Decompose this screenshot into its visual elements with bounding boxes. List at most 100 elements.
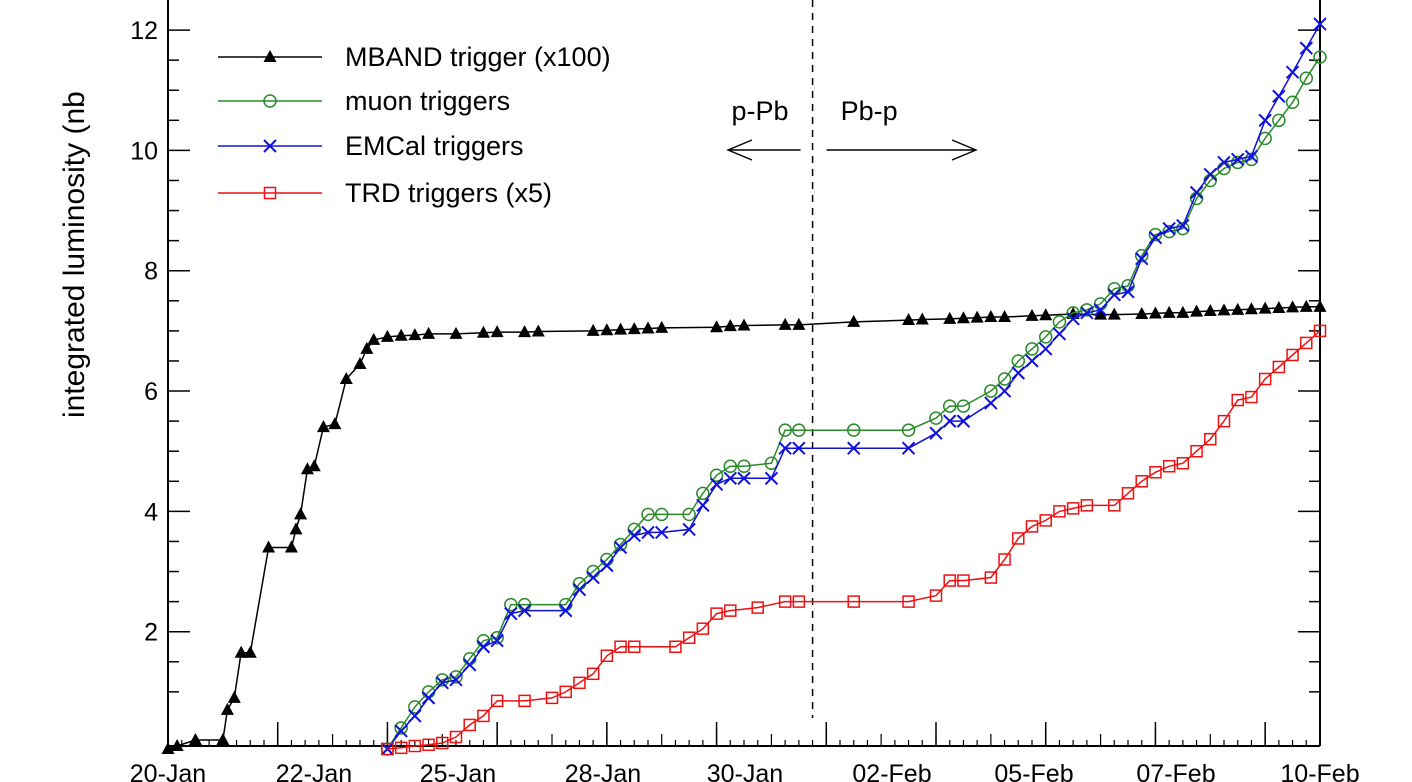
- data-point: [984, 384, 998, 398]
- data-point: [723, 319, 737, 332]
- series-line: [167, 306, 1320, 750]
- data-point: [339, 372, 353, 385]
- legend-entry: MBAND trigger (x100): [218, 42, 611, 72]
- data-point: [1080, 499, 1094, 512]
- data-point: [586, 570, 600, 585]
- x-tick-label: 28-Jan: [565, 760, 641, 782]
- data-point: [737, 318, 751, 331]
- data-point: [1286, 348, 1299, 362]
- data-point: [627, 322, 641, 335]
- data-point: [1203, 167, 1217, 182]
- legend-marker: [263, 139, 277, 153]
- data-point: [1094, 307, 1108, 320]
- data-point: [545, 691, 559, 705]
- legend-label: muon triggers: [345, 86, 510, 116]
- data-point: [737, 471, 751, 485]
- data-point: [1149, 466, 1162, 479]
- data-point: [792, 595, 806, 608]
- y-tick-label: 8: [144, 258, 158, 286]
- data-point: [1230, 155, 1245, 170]
- data-point: [764, 456, 779, 470]
- data-point: [1313, 17, 1327, 31]
- data-point: [792, 423, 806, 437]
- data-point: [723, 471, 737, 485]
- data-point: [628, 640, 641, 653]
- x-tick-label: 07-Feb: [1136, 760, 1215, 782]
- data-point: [1300, 336, 1313, 350]
- data-point: [709, 477, 724, 492]
- data-point: [1052, 327, 1067, 341]
- data-point: [1162, 460, 1176, 473]
- y-axis-label: integrated luminosity (nb: [58, 91, 91, 418]
- data-point: [1204, 432, 1217, 446]
- data-point: [463, 658, 477, 672]
- data-point: [1231, 302, 1245, 315]
- data-point: [216, 732, 230, 745]
- data-point: [1093, 303, 1108, 317]
- data-point: [1025, 342, 1039, 356]
- data-point: [1066, 312, 1080, 326]
- data-point: [477, 709, 490, 723]
- data-point: [1217, 414, 1231, 428]
- series-trd-triggers-x5: [381, 324, 1327, 756]
- data-point: [504, 606, 518, 621]
- data-point: [559, 685, 572, 699]
- data-point: [1134, 248, 1149, 263]
- data-point: [518, 325, 532, 338]
- legend-label: EMCal triggers: [345, 131, 524, 161]
- legend-label: MBAND trigger (x100): [345, 42, 611, 72]
- data-point: [449, 673, 463, 687]
- data-point: [1135, 307, 1149, 320]
- data-point: [600, 649, 614, 663]
- data-point: [353, 356, 367, 369]
- data-point: [294, 507, 308, 520]
- data-point: [847, 314, 861, 327]
- data-point: [984, 571, 998, 584]
- data-point: [490, 325, 504, 338]
- series-layer: [161, 17, 1327, 756]
- data-point: [1258, 131, 1272, 146]
- data-point: [1039, 342, 1053, 356]
- data-point: [997, 384, 1012, 398]
- annotation-p-pb: p-Pb: [732, 96, 789, 126]
- data-point: [262, 540, 276, 553]
- data-point: [696, 622, 710, 635]
- arrow-left-icon: [726, 139, 801, 161]
- data-point: [1080, 303, 1094, 317]
- x-tick-label: 05-Feb: [994, 760, 1073, 782]
- data-point: [1245, 390, 1258, 404]
- data-point: [1217, 155, 1231, 170]
- legend-entry: muon triggers: [218, 86, 510, 116]
- data-point: [1313, 50, 1327, 64]
- data-point: [1285, 95, 1300, 110]
- data-point: [709, 468, 724, 483]
- data-point: [394, 721, 408, 735]
- data-point: [847, 595, 860, 608]
- data-point: [778, 441, 792, 455]
- data-point: [463, 718, 476, 732]
- data-point: [1108, 499, 1121, 512]
- data-point: [901, 441, 916, 455]
- data-point: [613, 540, 628, 555]
- data-point: [1148, 306, 1162, 319]
- data-point: [490, 634, 504, 648]
- x-tick-label: 22-Jan: [276, 760, 352, 782]
- data-point: [1066, 502, 1080, 515]
- data-point: [1190, 444, 1203, 458]
- data-point: [902, 313, 916, 326]
- series-emcal-triggers: [380, 17, 1327, 756]
- data-point: [234, 645, 248, 658]
- data-point: [1299, 41, 1313, 55]
- data-point: [1299, 299, 1313, 312]
- data-point: [696, 498, 710, 513]
- data-point: [572, 582, 587, 597]
- data-point: [613, 537, 628, 552]
- data-point: [504, 597, 518, 612]
- data-point: [778, 317, 792, 330]
- data-point: [449, 730, 463, 744]
- x-tick-label: 25-Jan: [420, 760, 496, 782]
- series-line: [386, 23, 1321, 750]
- data-point: [682, 507, 696, 522]
- data-point: [559, 603, 573, 618]
- data-point: [220, 702, 234, 715]
